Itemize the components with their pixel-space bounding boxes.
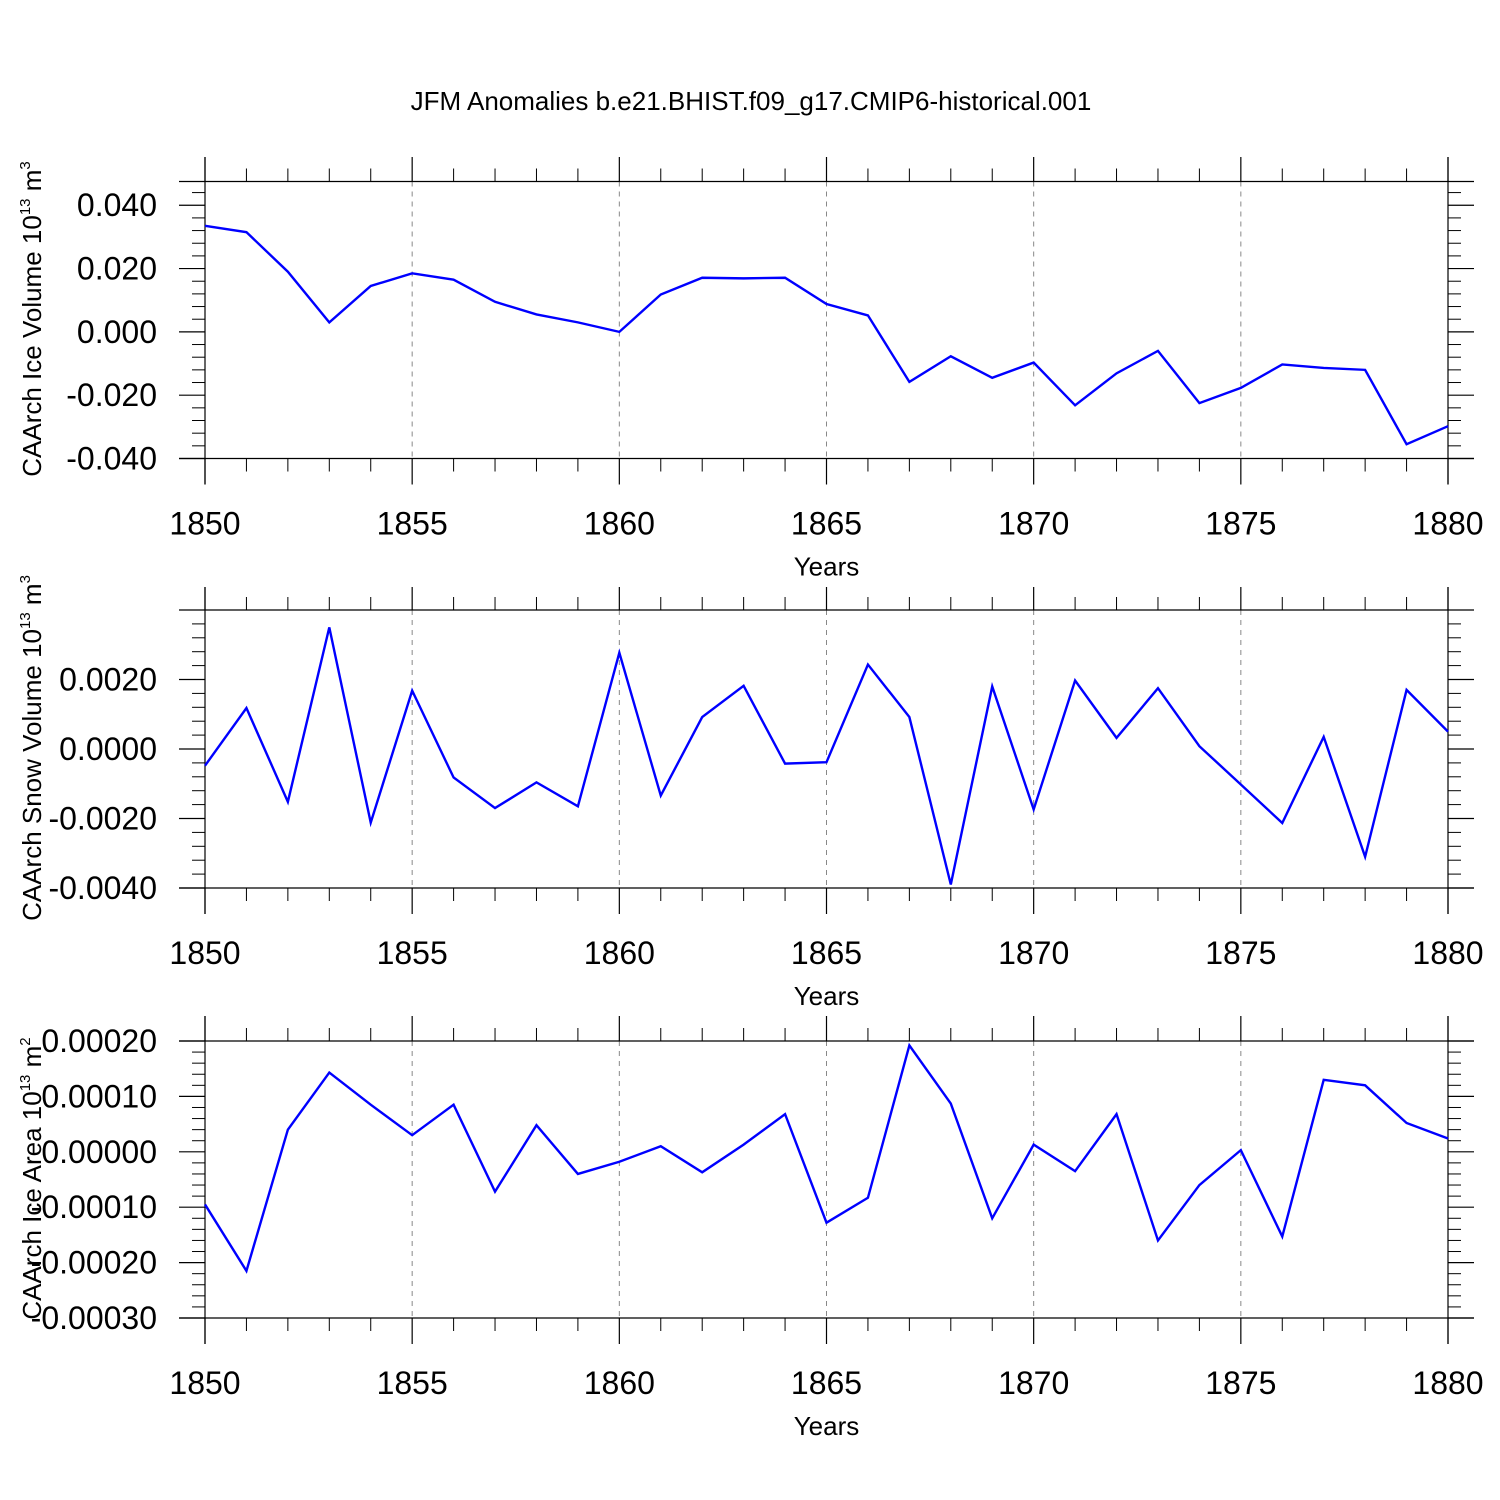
x-tick-label: 1870 [998, 1365, 1069, 1401]
x-tick-label: 1880 [1412, 1365, 1483, 1401]
y-tick-label: 0.0020 [59, 662, 157, 698]
x-tick-label: 1875 [1205, 935, 1276, 971]
y-tick-label: 0.020 [77, 251, 157, 287]
x-tick-label: 1860 [584, 1365, 655, 1401]
y-axis-label: CAArch Ice Area 1013 m2 [17, 1037, 47, 1319]
y-tick-label: -0.0020 [48, 801, 157, 837]
y-tick-label: 0.00000 [41, 1134, 157, 1170]
x-tick-label: 1870 [998, 935, 1069, 971]
x-tick-label: 1880 [1412, 506, 1483, 542]
y-axis-label: CAArch Ice Volume 1013 m3 [17, 161, 47, 477]
x-tick-label: 1855 [377, 1365, 448, 1401]
y-tick-label: 0.000 [77, 314, 157, 350]
x-tick-label: 1855 [377, 935, 448, 971]
y-tick-label: 0.00010 [41, 1078, 157, 1114]
chart-title: JFM Anomalies b.e21.BHIST.f09_g17.CMIP6-… [411, 86, 1092, 116]
panel-2: -0.0040 -0.0020 0.0000 0.0020 1850 1855 1860 18… [17, 575, 1484, 1011]
x-tick-label: 1850 [169, 506, 240, 542]
x-tick-label: 1875 [1205, 1365, 1276, 1401]
y-tick-label: -0.040 [66, 441, 157, 477]
y-axis-label: CAArch Snow Volume 1013 m3 [17, 575, 47, 921]
y-tick-label: 0.00020 [41, 1023, 157, 1059]
panel-1: -0.040 -0.020 0.000 0.020 0.040 1850 1855 1860 1… [17, 157, 1484, 582]
y-tick-label: -0.020 [66, 377, 157, 413]
x-tick-label: 1865 [791, 506, 862, 542]
x-tick-label: 1850 [169, 1365, 240, 1401]
x-tick-label: 1850 [169, 935, 240, 971]
x-tick-label: 1865 [791, 935, 862, 971]
x-axis-label: Years [794, 1411, 860, 1441]
y-tick-label: -0.0040 [48, 870, 157, 906]
x-tick-label: 1870 [998, 506, 1069, 542]
x-tick-label: 1880 [1412, 935, 1483, 971]
x-tick-label: 1860 [584, 506, 655, 542]
x-axis-label: Years [794, 552, 860, 582]
x-tick-label: 1865 [791, 1365, 862, 1401]
y-tick-label: -0.00010 [31, 1189, 157, 1225]
series-line [203, 1042, 1449, 1274]
x-tick-label: 1860 [584, 935, 655, 971]
x-tick-label: 1875 [1205, 506, 1276, 542]
y-tick-label: 0.040 [77, 187, 157, 223]
y-tick-label: 0.0000 [59, 731, 157, 767]
y-tick-label: -0.00030 [31, 1300, 157, 1336]
x-axis-label: Years [794, 981, 860, 1011]
series-line [204, 627, 1449, 885]
y-tick-label: -0.00020 [31, 1245, 157, 1281]
x-tick-label: 1855 [377, 506, 448, 542]
panel-3: -0.00030 -0.00020 -0.00010 0.00000 0.00010 0.… [17, 1016, 1484, 1441]
